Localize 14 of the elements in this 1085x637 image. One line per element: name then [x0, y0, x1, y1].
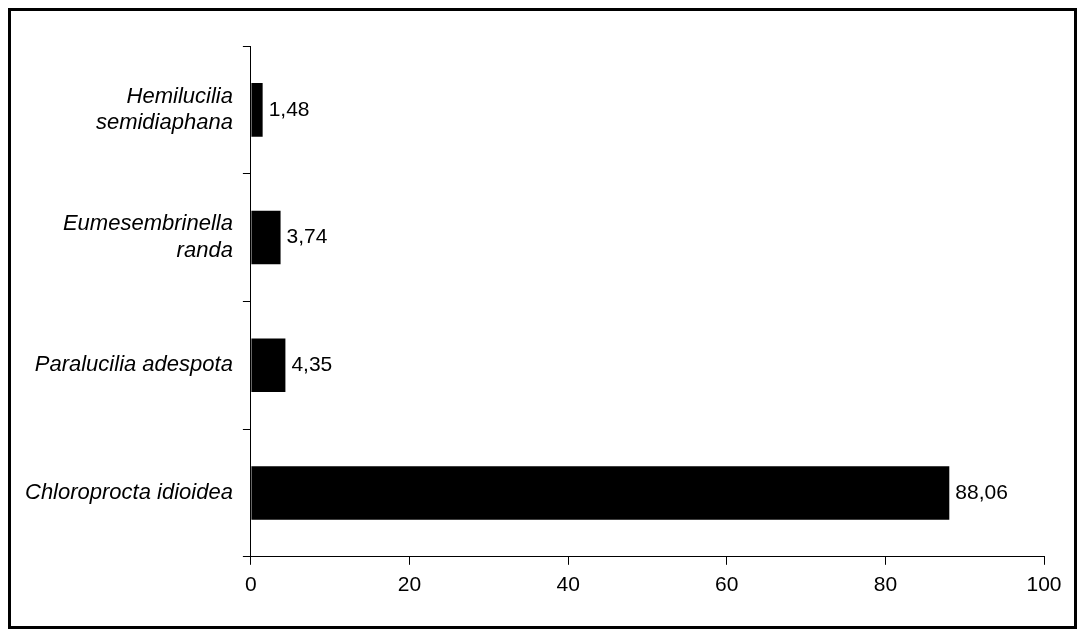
x-tick-label: 20 [397, 572, 422, 596]
data-label: 4,35 [291, 352, 333, 376]
data-label: 3,74 [286, 224, 328, 248]
x-tick-label: 100 [1026, 572, 1062, 596]
y-tick-label: Chloroprocta idioidea [25, 479, 233, 505]
data-label: 1,48 [268, 96, 310, 120]
x-tick-label: 60 [715, 572, 739, 596]
x-tick-label: 40 [556, 572, 580, 596]
data-label: 88,06 [955, 479, 1008, 503]
y-tick-label: Hemilucilia semidiaphana [95, 82, 233, 135]
y-tick-label: Eumesembrinella randa [62, 210, 233, 262]
x-tick-label: 80 [873, 572, 898, 596]
x-tick-label: 0 [245, 572, 257, 596]
y-tick-label: Paralucilia adespota [34, 351, 233, 377]
